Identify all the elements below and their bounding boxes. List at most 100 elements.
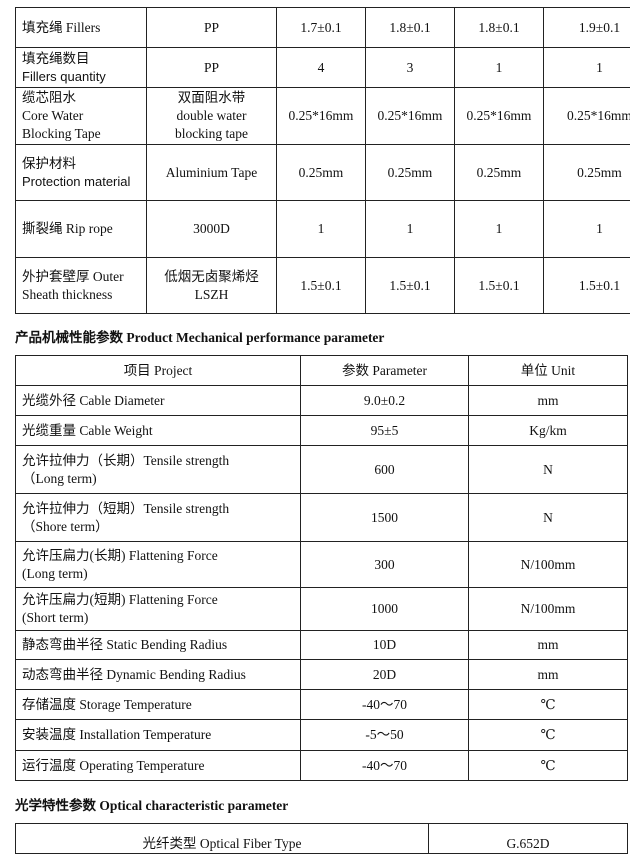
cell-line: 允许拉伸力（长期）Tensile strength <box>22 452 294 470</box>
row-value: 1.7±0.1 <box>277 8 366 48</box>
table-row: 存储温度 Storage Temperature -40～70℃ <box>16 690 628 720</box>
row-value: 0.25*16mm <box>366 88 455 145</box>
unit-cell: N <box>469 494 628 542</box>
cell-line: PP <box>153 59 270 77</box>
unit-cell: mm <box>469 386 628 416</box>
optical-section-title: 光学特性参数 Optical characteristic parameter <box>15 797 630 815</box>
item-cell: 安装温度 Installation Temperature <box>16 720 301 751</box>
header-project: 项目 Project <box>16 356 301 386</box>
cell-line: 双面阻水带 <box>153 89 270 107</box>
unit-cell: ℃ <box>469 720 628 751</box>
row-value: 3 <box>366 48 455 88</box>
item-cell: 允许拉伸力（长期）Tensile strength（Long term) <box>16 446 301 494</box>
optical-parameter-table: 光纤类型 Optical Fiber Type G.652D <box>15 823 628 854</box>
table-row: 光纤类型 Optical Fiber Type G.652D <box>16 824 628 854</box>
parameter-cell: 1000 <box>301 588 469 631</box>
fiber-type-value: G.652D <box>429 824 628 854</box>
parameter-cell: 10D <box>301 631 469 660</box>
row-material: PP <box>147 8 277 48</box>
item-cell: 光缆外径 Cable Diameter <box>16 386 301 416</box>
cell-line: 允许压扁力(短期) Flattening Force <box>22 591 294 609</box>
cell-line: 填充绳数目 <box>22 50 140 68</box>
cell-line: 填充绳 Fillers <box>22 19 140 37</box>
row-value: 1 <box>455 201 544 258</box>
parameter-cell: 1500 <box>301 494 469 542</box>
parameter-cell: 9.0±0.2 <box>301 386 469 416</box>
unit-cell: N/100mm <box>469 542 628 588</box>
cell-line: 保护材料 <box>22 155 140 173</box>
unit-cell: ℃ <box>469 751 628 781</box>
cell-line: blocking tape <box>153 125 270 143</box>
parameter-cell: -40～70 <box>301 690 469 720</box>
fiber-type-label: 光纤类型 Optical Fiber Type <box>16 824 429 854</box>
item-cell: 允许压扁力(长期) Flattening Force(Long term) <box>16 542 301 588</box>
cell-line: PP <box>153 19 270 37</box>
unit-cell: Kg/km <box>469 416 628 446</box>
cell-line: 3000D <box>153 220 270 238</box>
row-value: 1.8±0.1 <box>455 8 544 48</box>
cell-line: 外护套壁厚 Outer <box>22 268 140 286</box>
parameter-cell: 20D <box>301 660 469 690</box>
unit-cell: N <box>469 446 628 494</box>
cell-line: 撕裂绳 Rip rope <box>22 220 140 238</box>
row-value: 0.25mm <box>544 145 630 201</box>
cell-line: 允许拉伸力（短期）Tensile strength <box>22 500 294 518</box>
row-value: 0.25mm <box>277 145 366 201</box>
header-parameter: 参数 Parameter <box>301 356 469 386</box>
cell-line: 光缆重量 Cable Weight <box>22 422 294 440</box>
row-value: 1.5±0.1 <box>277 258 366 314</box>
row-value: 0.25mm <box>455 145 544 201</box>
unit-cell: mm <box>469 631 628 660</box>
unit-cell: N/100mm <box>469 588 628 631</box>
row-value: 1.5±0.1 <box>366 258 455 314</box>
row-value: 1 <box>277 201 366 258</box>
unit-cell: mm <box>469 660 628 690</box>
row-material: PP <box>147 48 277 88</box>
item-cell: 静态弯曲半径 Static Bending Radius <box>16 631 301 660</box>
row-value: 0.25*16mm <box>277 88 366 145</box>
cell-line: 安装温度 Installation Temperature <box>22 726 294 744</box>
cell-line: (Long term) <box>22 565 294 583</box>
parameter-cell: 600 <box>301 446 469 494</box>
row-value: 1 <box>366 201 455 258</box>
row-material: Aluminium Tape <box>147 145 277 201</box>
item-cell: 光缆重量 Cable Weight <box>16 416 301 446</box>
header-unit: 单位 Unit <box>469 356 628 386</box>
item-cell: 运行温度 Operating Temperature <box>16 751 301 781</box>
cell-line: 运行温度 Operating Temperature <box>22 757 294 775</box>
parameter-cell: 300 <box>301 542 469 588</box>
cell-line: （Shore term） <box>22 518 294 536</box>
table-header-row: 项目 Project 参数 Parameter 单位 Unit <box>16 356 628 386</box>
mechanical-section-title: 产品机械性能参数 Product Mechanical performance … <box>15 329 630 347</box>
cell-line: Fillers quantity <box>22 68 140 86</box>
cell-line: (Short term) <box>22 609 294 627</box>
cell-line: double water <box>153 107 270 125</box>
item-cell: 允许拉伸力（短期）Tensile strength（Shore term） <box>16 494 301 542</box>
table-row: 安装温度 Installation Temperature-5～50℃ <box>16 720 628 751</box>
unit-cell: ℃ <box>469 690 628 720</box>
parameter-cell: -40～70 <box>301 751 469 781</box>
cell-line: Blocking Tape <box>22 125 140 143</box>
cell-line: Sheath thickness <box>22 286 140 304</box>
cell-line: 存储温度 Storage Temperature <box>22 696 294 714</box>
row-value: 1.9±0.1 <box>544 8 630 48</box>
row-label: 填充绳 Fillers <box>16 8 147 48</box>
row-value: 1.8±0.1 <box>366 8 455 48</box>
cell-line: 静态弯曲半径 Static Bending Radius <box>22 636 294 654</box>
row-label: 撕裂绳 Rip rope <box>16 201 147 258</box>
cell-line: LSZH <box>153 286 270 304</box>
